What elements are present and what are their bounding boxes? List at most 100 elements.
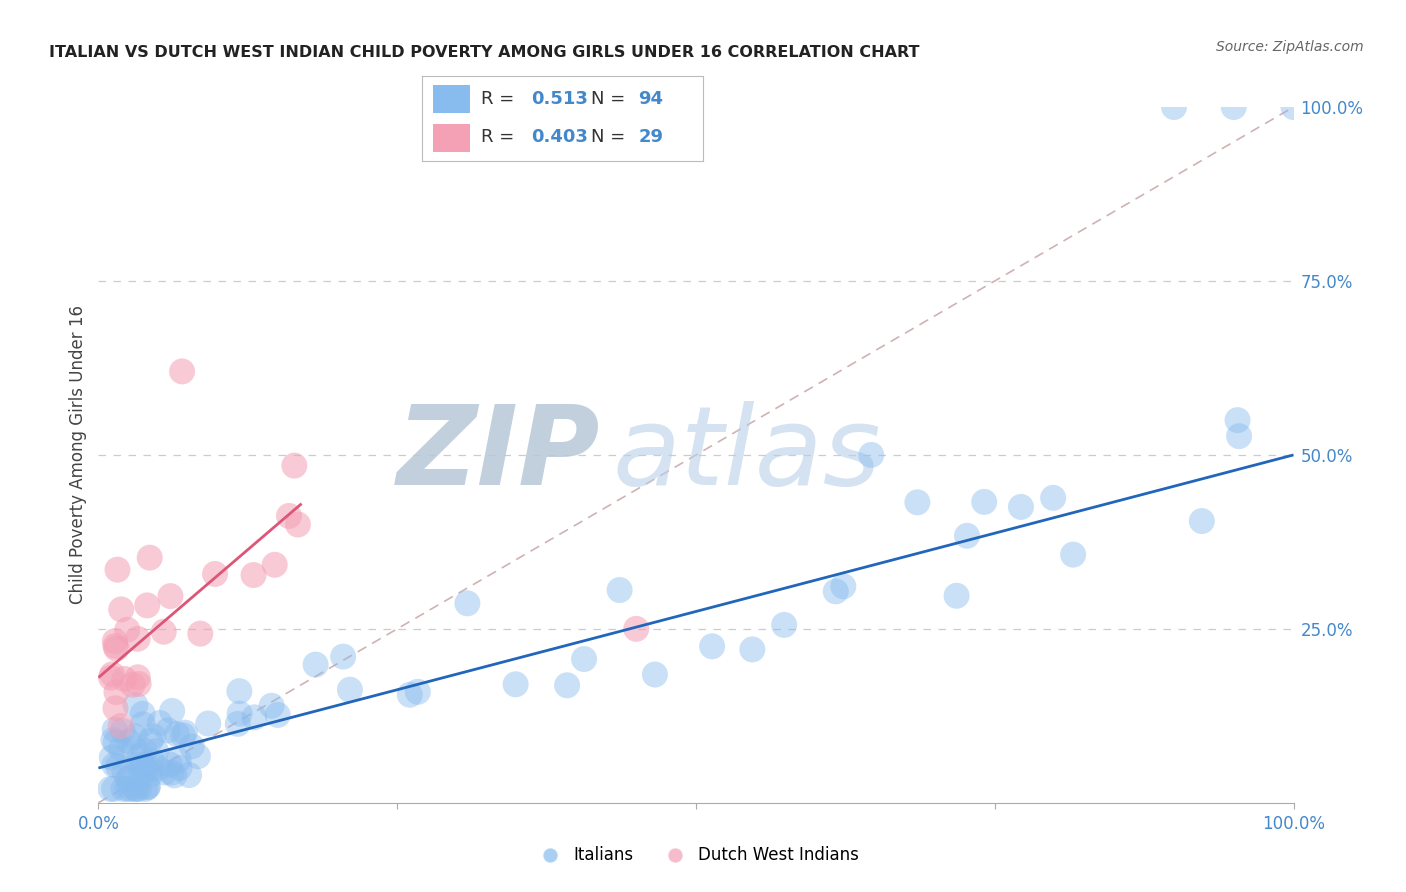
Point [104, 723, 127, 737]
Point [204, 566, 226, 581]
Point [242, 568, 264, 582]
FancyBboxPatch shape [433, 124, 470, 152]
Point [139, 734, 162, 748]
Point [263, 558, 285, 572]
Text: R =: R = [481, 90, 520, 108]
Point [107, 759, 129, 773]
Point [159, 589, 181, 603]
Point [287, 517, 309, 532]
Text: ZIP: ZIP [396, 401, 600, 508]
Point [1062, 548, 1084, 562]
Point [136, 780, 159, 795]
Point [112, 672, 135, 686]
Point [177, 768, 200, 782]
Y-axis label: Child Poverty Among Girls Under 16: Child Poverty Among Girls Under 16 [69, 305, 87, 605]
FancyBboxPatch shape [433, 85, 470, 113]
Point [104, 735, 127, 749]
Point [110, 719, 132, 733]
Point [1282, 100, 1305, 114]
Point [283, 458, 305, 473]
Point [107, 563, 129, 577]
Text: 29: 29 [638, 128, 664, 146]
Text: R =: R = [481, 128, 520, 146]
Text: atlas: atlas [613, 401, 882, 508]
Point [741, 642, 763, 657]
Point [1222, 100, 1246, 114]
Point [141, 754, 163, 768]
Point [572, 652, 595, 666]
Point [1163, 100, 1185, 114]
Point [117, 772, 139, 786]
Point [174, 725, 197, 739]
Point [100, 671, 122, 685]
Legend: Italians, Dutch West Indians: Italians, Dutch West Indians [526, 839, 866, 871]
Point [142, 729, 165, 743]
Point [505, 677, 527, 691]
Point [132, 759, 155, 773]
Point [406, 685, 429, 699]
Point [139, 762, 162, 776]
Point [197, 716, 219, 731]
Point [103, 733, 125, 747]
Point [149, 715, 172, 730]
Point [115, 781, 138, 796]
Point [152, 624, 174, 639]
Text: ITALIAN VS DUTCH WEST INDIAN CHILD POVERTY AMONG GIRLS UNDER 16 CORRELATION CHAR: ITALIAN VS DUTCH WEST INDIAN CHILD POVER… [49, 45, 920, 60]
Point [945, 589, 967, 603]
Point [124, 781, 146, 796]
Point [304, 657, 326, 672]
Point [111, 723, 134, 738]
Point [135, 763, 157, 777]
Point [139, 768, 162, 782]
Point [973, 495, 995, 509]
Point [132, 717, 155, 731]
Point [112, 781, 135, 796]
Point [134, 743, 156, 757]
Point [339, 682, 361, 697]
Point [129, 764, 152, 779]
Point [644, 667, 666, 681]
Point [128, 677, 150, 691]
Point [260, 698, 283, 713]
Point [104, 634, 127, 648]
Point [124, 698, 146, 712]
Point [228, 684, 250, 698]
Point [860, 448, 883, 462]
Point [555, 678, 578, 692]
Text: N =: N = [591, 90, 630, 108]
Point [824, 584, 846, 599]
Text: 0.403: 0.403 [531, 128, 588, 146]
Point [114, 764, 136, 779]
Point [278, 508, 301, 523]
Point [166, 727, 188, 741]
Point [172, 728, 194, 742]
Text: N =: N = [591, 128, 630, 146]
Point [103, 758, 125, 772]
Point [1010, 500, 1032, 514]
Point [138, 550, 160, 565]
Point [122, 741, 145, 756]
Point [159, 757, 181, 772]
Point [700, 640, 723, 654]
Point [160, 765, 183, 780]
Point [124, 729, 146, 743]
Point [127, 632, 149, 646]
Text: 0.513: 0.513 [531, 90, 588, 108]
Point [226, 716, 249, 731]
Point [172, 364, 194, 378]
Point [128, 749, 150, 764]
Point [118, 734, 141, 748]
Point [128, 757, 150, 772]
Point [125, 781, 148, 796]
Point [167, 753, 190, 767]
Point [228, 706, 250, 721]
Point [832, 579, 855, 593]
Point [1227, 429, 1250, 443]
Point [100, 750, 122, 764]
Point [169, 761, 191, 775]
Point [243, 710, 266, 724]
Point [180, 739, 202, 754]
Point [398, 688, 420, 702]
Point [101, 667, 124, 681]
Point [187, 749, 209, 764]
